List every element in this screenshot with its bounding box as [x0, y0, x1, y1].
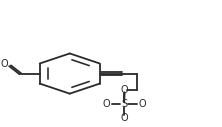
Text: O: O [120, 113, 128, 123]
Text: O: O [1, 59, 8, 69]
Text: O: O [102, 99, 110, 109]
Text: S: S [121, 99, 127, 109]
Text: O: O [138, 99, 146, 109]
Text: O: O [121, 85, 129, 95]
